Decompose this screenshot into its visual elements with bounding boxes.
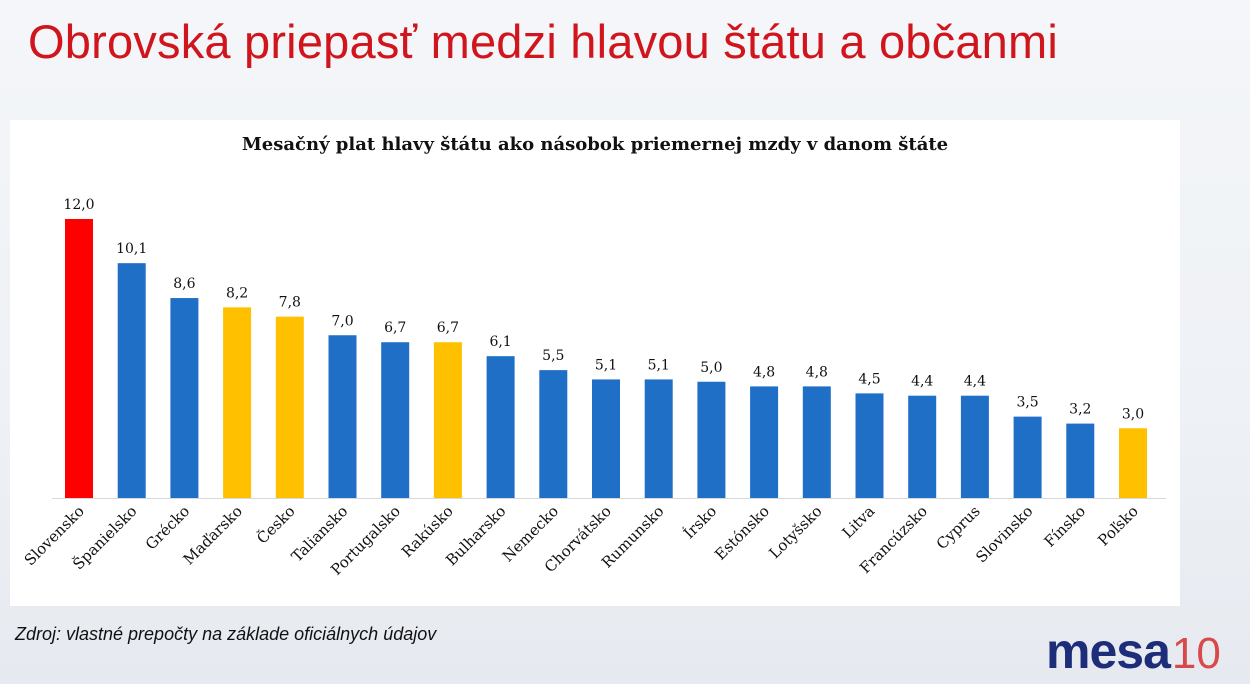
- bar: [1119, 428, 1147, 498]
- bar: [486, 356, 515, 498]
- bar: [802, 386, 831, 498]
- data-label: 10,1: [116, 241, 147, 257]
- bar: [117, 263, 146, 498]
- bar: [539, 370, 568, 498]
- x-tick-label: Poľsko: [1094, 502, 1141, 549]
- bar: [644, 379, 673, 498]
- data-label: 4,8: [753, 364, 775, 380]
- bar: [1066, 423, 1095, 498]
- bar: [223, 307, 252, 498]
- bar: [433, 342, 462, 498]
- data-label: 4,8: [806, 364, 828, 380]
- x-tick-label: Litva: [839, 502, 879, 542]
- chart-panel: [10, 120, 1180, 606]
- data-label: 3,0: [1122, 406, 1144, 422]
- bar: [960, 395, 989, 498]
- data-label: 6,7: [384, 320, 406, 336]
- x-tick-label: Írsko: [680, 502, 720, 542]
- bar: [855, 393, 884, 498]
- bar: [65, 219, 93, 498]
- bar: [908, 395, 937, 498]
- bar: [697, 381, 726, 498]
- data-label: 5,0: [700, 360, 722, 376]
- data-label: 12,0: [63, 197, 94, 213]
- data-label: 4,4: [964, 374, 986, 390]
- data-label: 5,1: [595, 357, 617, 373]
- bar: [592, 379, 620, 498]
- bar: [275, 316, 304, 498]
- x-tick-label: Lotyšsko: [766, 502, 826, 562]
- x-tick-label: Cyprus: [933, 502, 984, 553]
- bar: [381, 342, 410, 498]
- x-tick-label: Grécko: [142, 502, 193, 553]
- page-title: Obrovská priepasť medzi hlavou štátu a o…: [28, 15, 1059, 68]
- data-label: 5,5: [542, 348, 564, 364]
- bar: [750, 386, 779, 498]
- bar: [170, 298, 199, 498]
- data-label: 8,6: [173, 276, 195, 292]
- logo-suffix: 10: [1171, 629, 1221, 678]
- data-label: 8,2: [226, 285, 248, 301]
- logo-text: mesa: [1046, 623, 1171, 679]
- x-tick-label: Estónsko: [711, 502, 773, 564]
- chart-title: Mesačný plat hlavy štátu ako násobok pri…: [241, 134, 949, 155]
- x-tick-label: Česko: [253, 502, 298, 547]
- data-label: 3,5: [1016, 395, 1038, 411]
- x-tick-label: Slovinsko: [972, 502, 1036, 566]
- mesa10-logo: mesa10: [1046, 622, 1221, 680]
- bar: [1013, 416, 1042, 498]
- data-label: 5,1: [648, 357, 670, 373]
- data-label: 3,2: [1069, 402, 1091, 418]
- data-label: 7,0: [331, 313, 353, 329]
- data-label: 4,5: [858, 371, 880, 387]
- bar: [328, 335, 357, 498]
- data-label: 6,7: [437, 320, 459, 336]
- x-tick-label: Fínsko: [1041, 502, 1090, 551]
- data-label: 6,1: [489, 334, 511, 350]
- data-label: 4,4: [911, 374, 933, 390]
- data-label: 7,8: [279, 295, 301, 311]
- source-note: Zdroj: vlastné prepočty na základe ofici…: [15, 624, 437, 644]
